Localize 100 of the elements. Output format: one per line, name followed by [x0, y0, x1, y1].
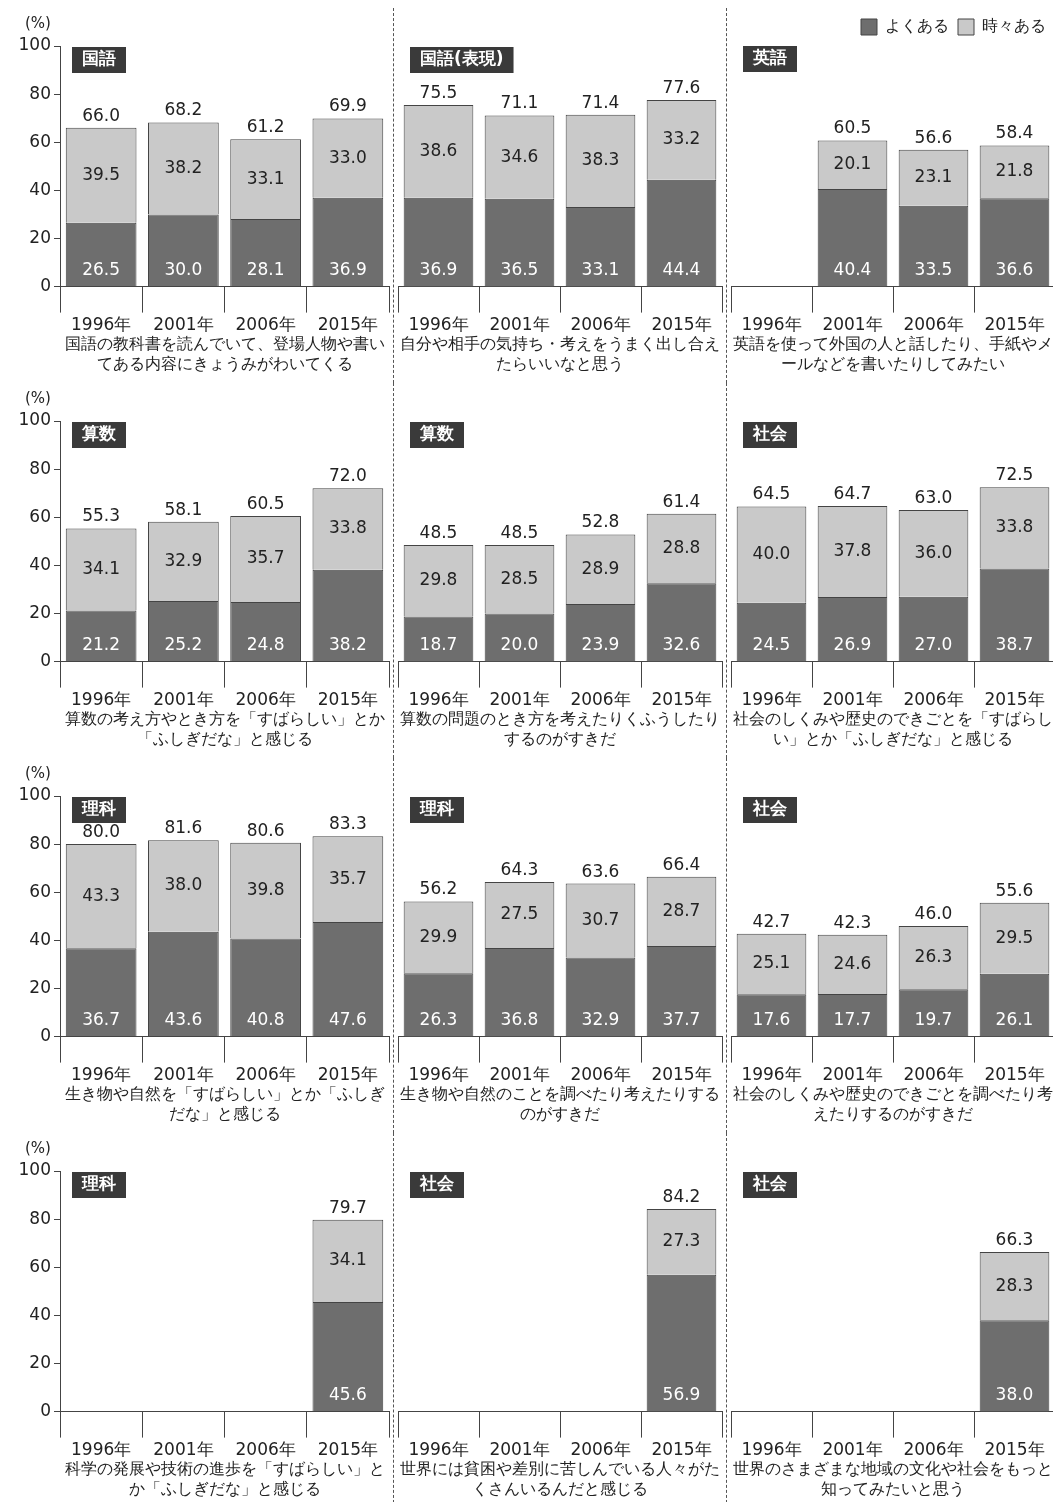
data-label: 20.1	[833, 153, 872, 174]
total-label: 61.4	[662, 490, 701, 511]
y-tick-label: 20	[29, 976, 51, 997]
x-tick-label: 2006年	[570, 689, 631, 710]
x-tick-label: 2001年	[822, 314, 883, 335]
x-axis-title: 英語を使って外国の人と話したり、手紙やメールなどを書いたりしてみたい	[733, 334, 1053, 374]
total-label: 46.0	[914, 902, 953, 923]
y-tick-label: 100	[18, 409, 51, 430]
data-label: 29.8	[419, 569, 458, 590]
data-label: 39.5	[82, 163, 121, 184]
data-label: 23.1	[914, 166, 953, 187]
y-tick-label: 60	[29, 130, 51, 151]
data-label: 32.9	[164, 549, 203, 570]
y-axis-title: (%)	[25, 764, 51, 783]
y-tick-label: 80	[29, 1207, 51, 1228]
total-label: 75.5	[419, 81, 458, 102]
total-label: 83.3	[328, 813, 367, 834]
x-tick-label: 2006年	[235, 1064, 296, 1085]
total-label: 55.3	[82, 505, 121, 526]
y-tick-label: 40	[29, 1303, 51, 1324]
data-label: 24.8	[246, 633, 285, 654]
x-tick-label: 1996年	[70, 1439, 132, 1460]
y-axis-title: (%)	[25, 14, 51, 33]
data-label: 34.1	[328, 1249, 367, 1270]
x-tick-label: 2001年	[489, 1064, 550, 1085]
data-label: 28.8	[662, 536, 701, 557]
x-axis-title: 世界のさまざまな地域の文化や社会をもっと知ってみたいと思う	[733, 1459, 1053, 1499]
data-label: 32.9	[581, 1009, 620, 1030]
data-label: 37.8	[833, 539, 872, 560]
data-label: 35.7	[328, 867, 367, 888]
x-axis-title: 国語の教科書を読んでいて、登場人物や書いてある内容にきょうみがわいてくる	[64, 334, 385, 374]
data-label: 38.0	[164, 874, 203, 895]
y-tick-label: 100	[18, 1159, 51, 1180]
data-label: 26.9	[833, 634, 872, 655]
x-tick-label: 2006年	[570, 1064, 631, 1085]
x-tick-label: 2006年	[903, 314, 964, 335]
data-label: 25.1	[752, 952, 791, 973]
data-label: 21.8	[995, 160, 1034, 181]
data-label: 17.7	[833, 1009, 872, 1030]
total-label: 68.2	[164, 99, 203, 120]
legend-label: よくある	[885, 16, 949, 36]
data-label: 27.0	[914, 634, 953, 655]
x-axis-title: 世界には貧困や差別に苦しんでいる人々がたくさんいるんだと感じる	[400, 1459, 720, 1499]
data-label: 32.6	[662, 634, 701, 655]
data-label: 44.4	[662, 259, 701, 280]
x-tick-label: 2015年	[651, 1064, 712, 1085]
x-axis-title: 社会のしくみや歴史のできごとを調べたり考えたりするのがすきだ	[733, 1084, 1053, 1124]
data-label: 26.3	[914, 945, 953, 966]
data-label: 38.0	[995, 1384, 1034, 1405]
x-tick-label: 2015年	[984, 689, 1045, 710]
x-tick-label: 1996年	[408, 689, 469, 710]
y-tick-label: 60	[29, 880, 51, 901]
x-tick-label: 2015年	[317, 1064, 379, 1085]
total-label: 72.5	[995, 464, 1034, 485]
total-label: 58.1	[164, 498, 203, 519]
total-label: 58.4	[995, 122, 1034, 143]
x-tick-label: 1996年	[408, 1439, 469, 1460]
data-label: 34.1	[82, 557, 121, 578]
total-label: 71.4	[581, 91, 620, 112]
data-label: 33.2	[662, 128, 701, 149]
x-tick-label: 2006年	[235, 1439, 296, 1460]
data-label: 56.9	[662, 1384, 701, 1405]
total-label: 48.5	[500, 521, 539, 542]
total-label: 60.5	[833, 117, 872, 138]
data-label: 33.5	[914, 259, 953, 280]
x-tick-label: 2006年	[903, 1439, 964, 1460]
data-label: 18.7	[419, 634, 458, 655]
total-label: 66.4	[662, 853, 701, 874]
chart-title: 社会	[419, 1173, 455, 1194]
data-label: 47.6	[328, 1008, 367, 1029]
data-label: 38.2	[164, 156, 203, 177]
data-label: 33.1	[246, 167, 285, 188]
data-label: 28.7	[662, 899, 701, 920]
x-axis-title: 算数の考え方やとき方を「すばらしい」とか「ふしぎだな」と感じる	[64, 709, 385, 749]
data-label: 28.9	[581, 557, 620, 578]
data-label: 40.4	[833, 259, 872, 280]
total-label: 56.2	[419, 878, 458, 899]
y-tick-label: 0	[40, 650, 51, 671]
x-tick-label: 1996年	[70, 314, 132, 335]
chart-title: 社会	[752, 423, 788, 444]
total-label: 64.3	[500, 858, 539, 879]
x-tick-label: 1996年	[408, 314, 469, 335]
x-tick-label: 2001年	[153, 1064, 214, 1085]
y-tick-label: 0	[40, 1025, 51, 1046]
data-label: 26.1	[995, 1009, 1034, 1030]
total-label: 71.1	[500, 92, 539, 113]
y-tick-label: 80	[29, 457, 51, 478]
y-tick-label: 40	[29, 928, 51, 949]
data-label: 43.6	[164, 1008, 203, 1029]
y-tick-label: 100	[18, 784, 51, 805]
x-axis-title: 社会のしくみや歴史のできごとを「すばらしい」とか「ふしぎだな」と感じる	[733, 709, 1053, 749]
chart-title: 社会	[752, 798, 788, 819]
total-label: 64.7	[833, 482, 872, 503]
data-label: 23.9	[581, 634, 620, 655]
y-axis-title: (%)	[25, 389, 51, 408]
data-label: 28.3	[995, 1274, 1034, 1295]
total-label: 66.0	[82, 104, 121, 125]
x-tick-label: 1996年	[741, 1439, 802, 1460]
y-tick-label: 100	[18, 34, 51, 55]
x-axis-title: 科学の発展や技術の進歩を「すばらしい」とか「ふしぎだな」と感じる	[64, 1459, 385, 1499]
